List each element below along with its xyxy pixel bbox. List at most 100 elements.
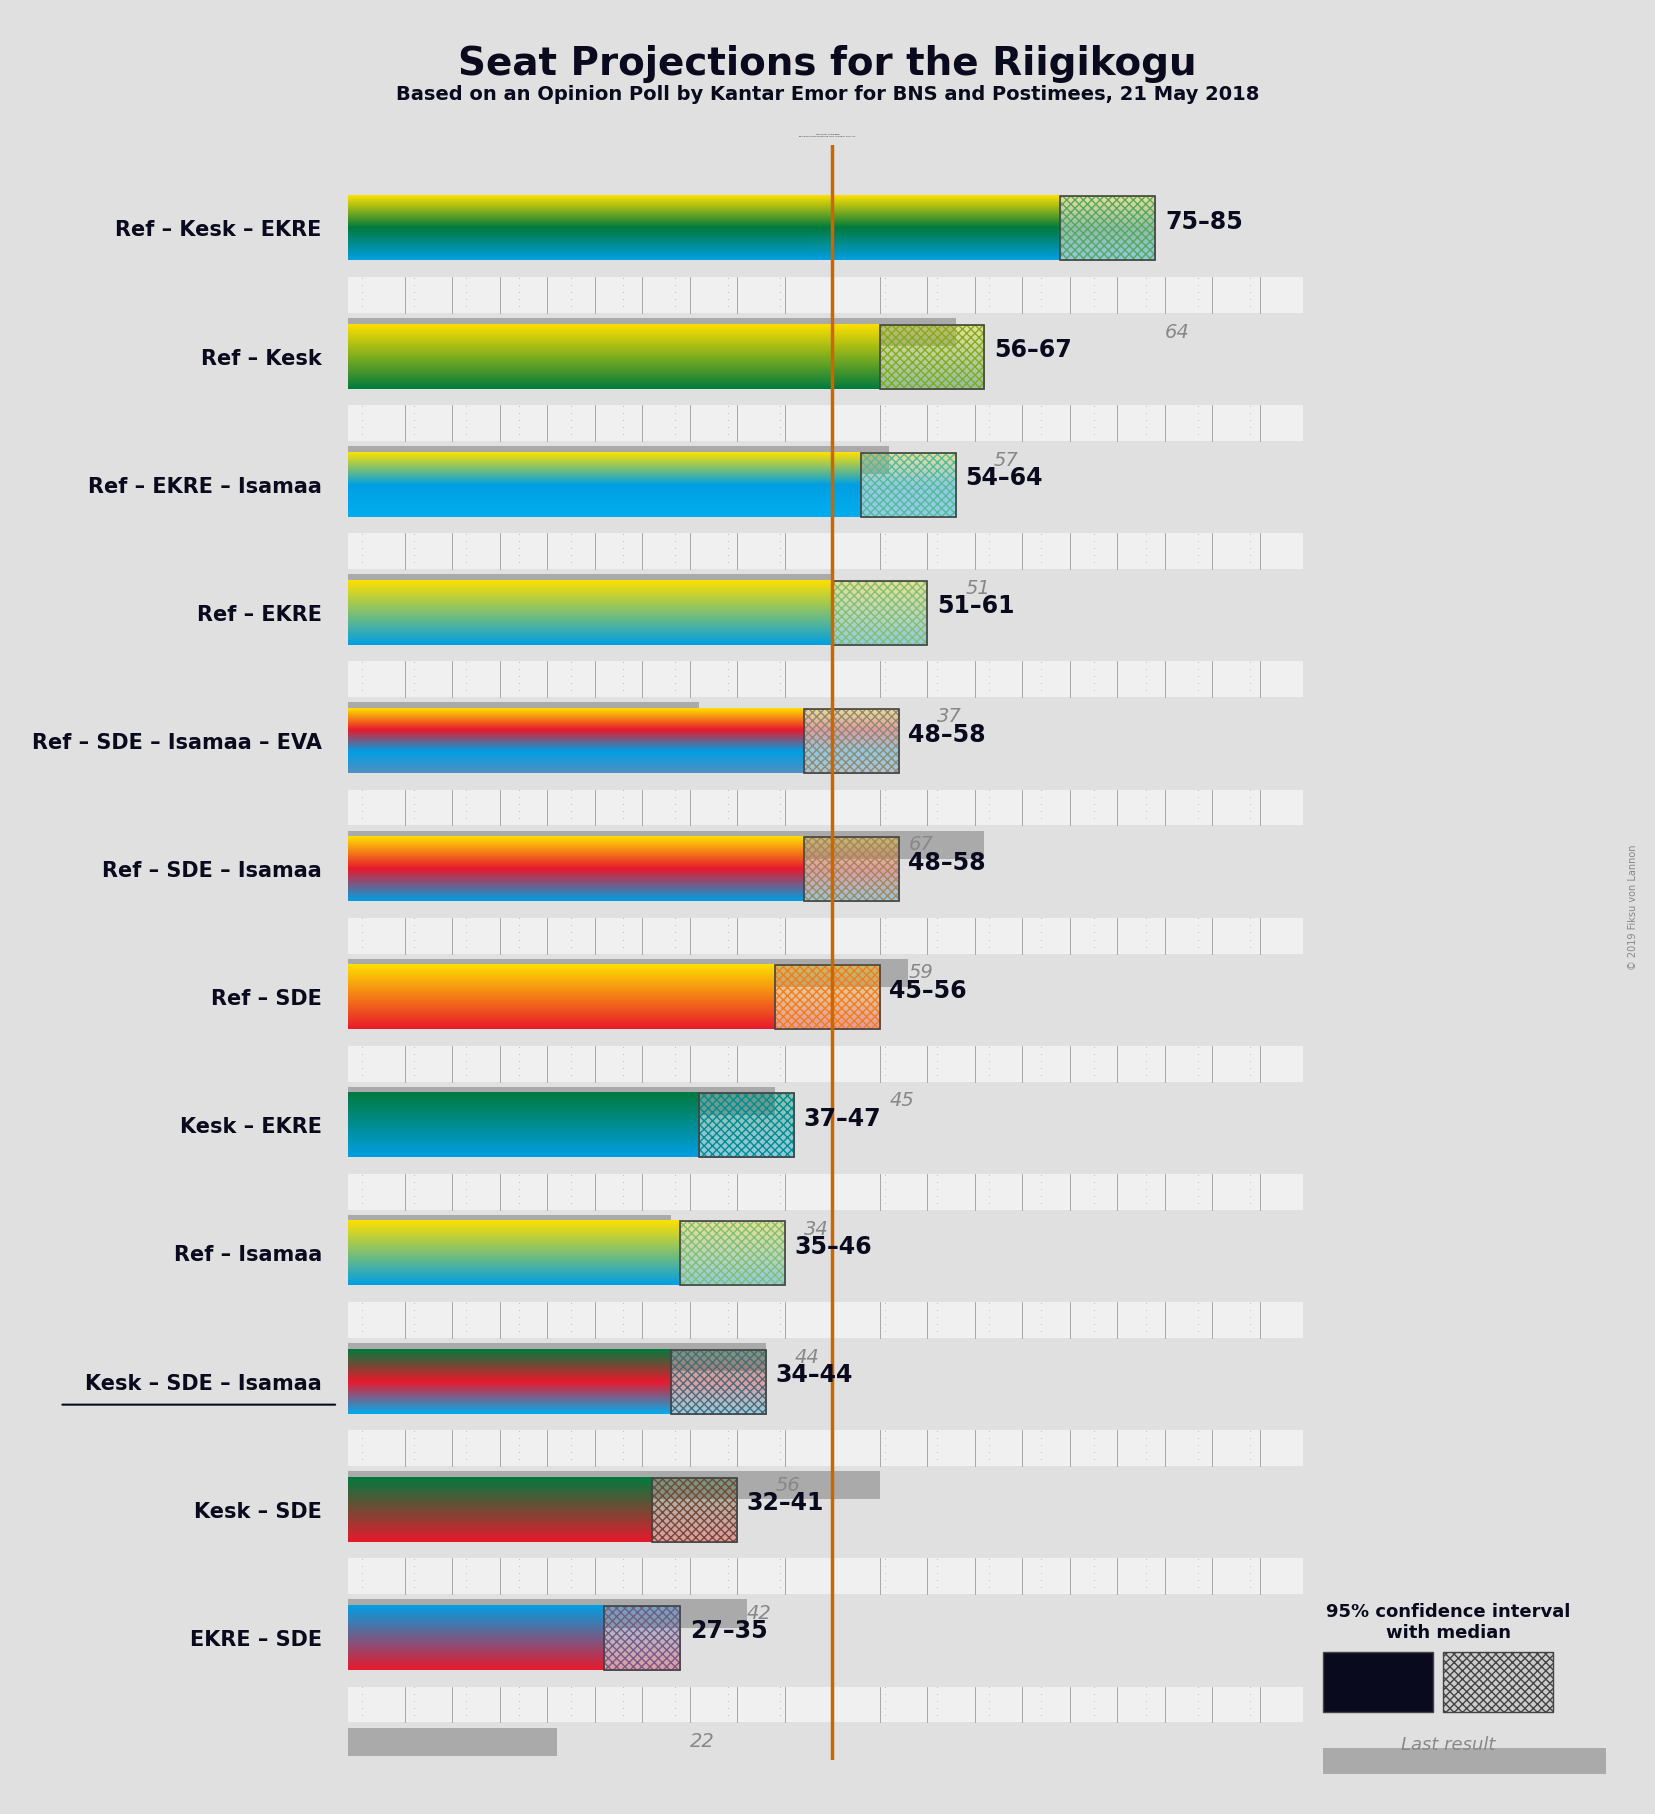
Point [1238,1302,1264,1331]
Point [611,1431,637,1460]
Point [1238,1544,1264,1573]
Point [976,292,1003,321]
Point [611,1188,637,1217]
Point [766,541,793,570]
Point [976,270,1003,299]
Bar [348,1215,670,1243]
Point [976,1310,1003,1339]
Point [401,1295,427,1324]
Point [1185,1181,1211,1210]
Point [715,278,741,307]
Point [662,655,688,684]
Point [1028,519,1054,548]
Point [662,1032,688,1061]
Point [1238,789,1264,818]
Point [662,1558,688,1587]
Point [1081,1437,1107,1466]
Point [662,1431,688,1460]
Point [349,1302,376,1331]
Point [871,1431,897,1460]
Point [505,419,531,448]
Point [453,1047,480,1076]
Point [558,655,584,684]
Point [349,662,376,691]
Point [1028,918,1054,947]
Point [611,1673,637,1702]
Point [1028,263,1054,292]
Point [662,1680,688,1709]
Point [662,1302,688,1331]
Point [558,796,584,825]
Point [1028,1174,1054,1203]
Title: Seat Projections for the Riigikogu
Based on an Opinion Poll by Kantar Emor for B: Seat Projections for the Riigikogu Based… [799,134,856,136]
Point [505,662,531,691]
Point [976,1544,1003,1573]
Point [453,1551,480,1580]
Point [1132,263,1158,292]
Point [1238,526,1264,555]
Point [505,918,531,947]
Point [871,1437,897,1466]
Point [1238,419,1264,448]
Point [715,1702,741,1731]
Point [1081,392,1107,421]
Point [1132,1174,1158,1203]
Point [401,804,427,833]
Point [871,1317,897,1346]
Bar [698,1094,794,1157]
Point [453,1317,480,1346]
Point [1028,804,1054,833]
Point [871,1039,897,1068]
Point [505,1680,531,1709]
Point [1081,1680,1107,1709]
Point [349,784,376,813]
Point [662,1174,688,1203]
Text: 51–61: 51–61 [937,595,1015,619]
Point [1132,406,1158,435]
Point [611,1039,637,1068]
Point [662,1166,688,1195]
Point [715,541,741,570]
Point [1238,648,1264,677]
Point [662,412,688,441]
Point [349,648,376,677]
Point [1081,1673,1107,1702]
Point [1185,776,1211,805]
Point [1238,655,1264,684]
Point [1081,677,1107,706]
Point [1238,677,1264,706]
Point [1081,1444,1107,1473]
Point [976,1161,1003,1190]
Point [819,1565,846,1595]
Point [1132,399,1158,428]
Point [611,796,637,825]
Point [611,392,637,421]
Text: 45–56: 45–56 [889,980,967,1003]
Point [611,784,637,813]
Point [871,399,897,428]
Point [1081,918,1107,947]
Point [923,548,950,577]
Point [1185,278,1211,307]
Point [766,911,793,940]
Point [976,1174,1003,1203]
Point [1132,1295,1158,1324]
Point [871,669,897,698]
Point [662,918,688,947]
Point [819,263,846,292]
Point [1185,1424,1211,1453]
Point [819,1551,846,1580]
Point [1185,1437,1211,1466]
Point [819,1295,846,1324]
Point [1028,1302,1054,1331]
Text: 44: 44 [794,1348,819,1366]
Point [923,1317,950,1346]
Point [401,1573,427,1602]
Point [453,1161,480,1190]
Point [401,1181,427,1210]
Point [976,1565,1003,1595]
Point [976,1687,1003,1716]
Point [611,677,637,706]
Point [923,285,950,314]
Point [1028,789,1054,818]
